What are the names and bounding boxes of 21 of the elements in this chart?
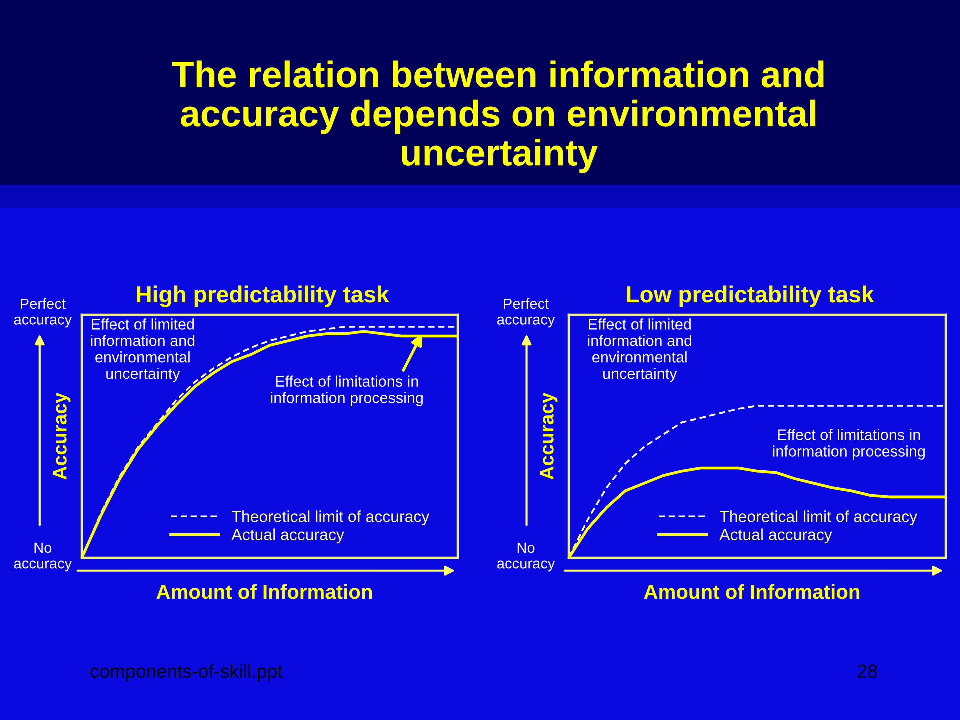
text: No accuracy xyxy=(497,542,556,572)
legend-label: Theoretical limit of accuracy xyxy=(720,510,918,526)
annotation: Effect of limited information and environmental uncertainty xyxy=(91,318,195,382)
text: Perfect accuracy xyxy=(14,298,72,328)
text: 28 xyxy=(858,664,878,678)
text: components-of-skill.ppt xyxy=(90,664,283,682)
text: The relation between information and accuracy depends on environmental uncertainty xyxy=(172,60,824,174)
x-axis-title: Amount of Information xyxy=(644,584,860,600)
text: Effect of limited information and environmental uncertainty xyxy=(588,318,692,382)
annotation: Effect of limitations in information processing xyxy=(271,376,423,406)
annotation: Effect of limitations in information processing xyxy=(773,429,925,460)
chart-title: Low predictability task xyxy=(627,286,874,308)
x-axis-title: Amount of Information xyxy=(156,584,372,600)
legend-label: Actual accuracy xyxy=(720,528,832,544)
legend-label: Actual accuracy xyxy=(232,528,344,544)
y-axis-title: Accuracy xyxy=(540,392,558,480)
legend-label: Theoretical limit of accuracy xyxy=(232,510,430,526)
y-axis-title: Accuracy xyxy=(53,392,71,480)
chart-title: High predictability task xyxy=(137,286,390,308)
text: No accuracy xyxy=(14,542,72,572)
text: Perfect accuracy xyxy=(497,298,556,328)
